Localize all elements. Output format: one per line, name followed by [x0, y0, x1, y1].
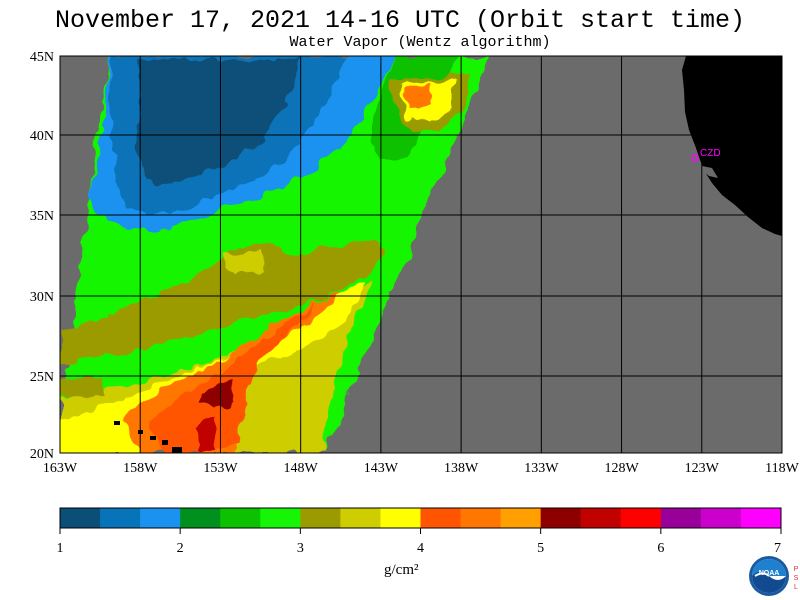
colorbar-swatch: [660, 508, 702, 528]
colorbar-tick-label: 7: [774, 541, 781, 556]
lon-label: 123W: [685, 461, 720, 476]
lat-label: 30N: [30, 290, 54, 305]
noaa-logo: NOAA: [749, 556, 789, 596]
colorbar-swatch: [220, 508, 261, 528]
lon-label: 133W: [524, 461, 559, 476]
colorbar-swatch: [540, 508, 582, 528]
map-title: November 17, 2021 14-16 UTC (Orbit start…: [54, 6, 746, 35]
lat-label: 25N: [30, 370, 54, 385]
colorbar-swatch: [380, 508, 421, 528]
colorbar-swatch: [140, 508, 181, 528]
lat-label: 45N: [30, 50, 54, 65]
lat-label: 35N: [30, 209, 54, 224]
lat-label: 40N: [30, 129, 54, 144]
latitude-labels: 45N 40N 35N 30N 25N 20N: [30, 50, 54, 462]
lon-label: 148W: [284, 461, 319, 476]
lon-label: 118W: [765, 461, 799, 476]
colorbar-swatch: [620, 508, 662, 528]
longitude-labels: 163W 158W 153W 148W 143W 138W 133W 128W 123W 118W: [43, 461, 800, 476]
colorbar-swatch: [500, 508, 542, 528]
colorbar-tick-label: 2: [177, 541, 184, 556]
colorbar-swatch: [260, 508, 301, 528]
lon-label: 158W: [123, 461, 158, 476]
lon-label: 163W: [43, 461, 78, 476]
lon-label: 128W: [604, 461, 639, 476]
california-landmass: [682, 56, 782, 236]
svg-text:NOAA: NOAA: [759, 570, 780, 577]
svg-text:P: P: [794, 566, 799, 573]
lon-label: 153W: [203, 461, 238, 476]
map-frame: [59, 55, 783, 454]
map-panel: CZD: [60, 56, 782, 453]
colorbar-swatch: [180, 508, 221, 528]
satellite-swath: [60, 56, 490, 453]
colorbar-swatch: [340, 508, 381, 528]
lat-lon-grid: [60, 56, 782, 453]
lon-label: 138W: [444, 461, 479, 476]
colorbar-tick-label: 4: [417, 541, 424, 556]
colorbar-swatch: [420, 508, 462, 528]
colorbar-tick-label: 3: [297, 541, 304, 556]
lat-label: 20N: [30, 447, 54, 462]
colorbar-swatch: [60, 508, 101, 528]
colorbar-ticks: 1 2 3 4 5 6 7: [57, 528, 782, 556]
colorbar-swatch: [300, 508, 341, 528]
map-subtitle: Water Vapor (Wentz algorithm): [289, 34, 551, 51]
svg-text:S: S: [794, 575, 799, 582]
colorbar-tick-label: 1: [57, 541, 64, 556]
colorbar: [59, 507, 782, 529]
station-label: CZD: [700, 148, 721, 159]
colorbar-swatch: [740, 508, 782, 528]
colorbar-unit: g/cm²: [384, 562, 419, 578]
colorbar-tick-label: 5: [537, 541, 544, 556]
lon-label: 143W: [364, 461, 399, 476]
station-marker: CZD: [691, 148, 721, 162]
colorbar-swatch: [580, 508, 622, 528]
colorbar-swatch: [700, 508, 742, 528]
colorbar-tick-label: 6: [657, 541, 664, 556]
bay-area-inlet: [702, 166, 718, 178]
colorbar-swatch: [100, 508, 141, 528]
svg-text:L: L: [794, 584, 798, 591]
psl-logo: P S L: [792, 563, 800, 593]
colorbar-swatch: [460, 508, 502, 528]
